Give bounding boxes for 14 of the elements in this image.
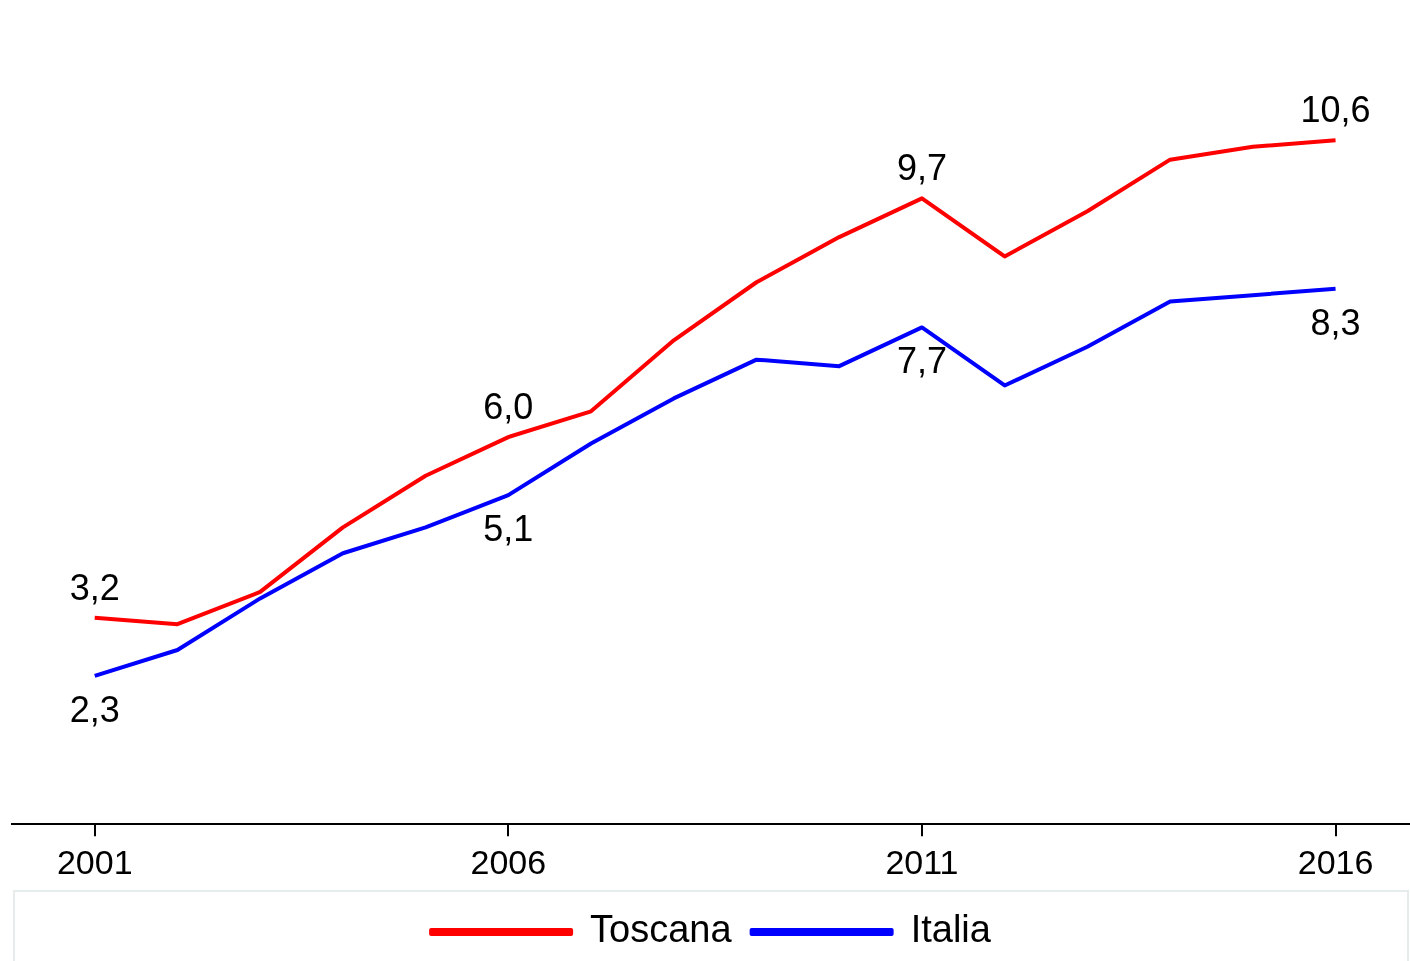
data-label: 6,0 (483, 386, 534, 428)
data-label: 7,7 (896, 340, 947, 382)
x-tick-label: 2006 (470, 842, 547, 881)
data-label: 9,7 (896, 147, 947, 189)
data-label: 2,3 (69, 688, 120, 730)
x-tick-label: 2011 (885, 842, 959, 881)
data-label: 10,6 (1300, 89, 1371, 131)
data-label: 8,3 (1310, 301, 1361, 343)
x-tick-label: 2016 (1297, 842, 1374, 881)
data-label: 3,2 (69, 566, 120, 608)
data-label: 5,1 (483, 508, 534, 550)
x-tick-label: 2001 (56, 842, 133, 881)
legend-label: Italia (910, 908, 992, 951)
legend-label: Toscana (590, 908, 733, 951)
